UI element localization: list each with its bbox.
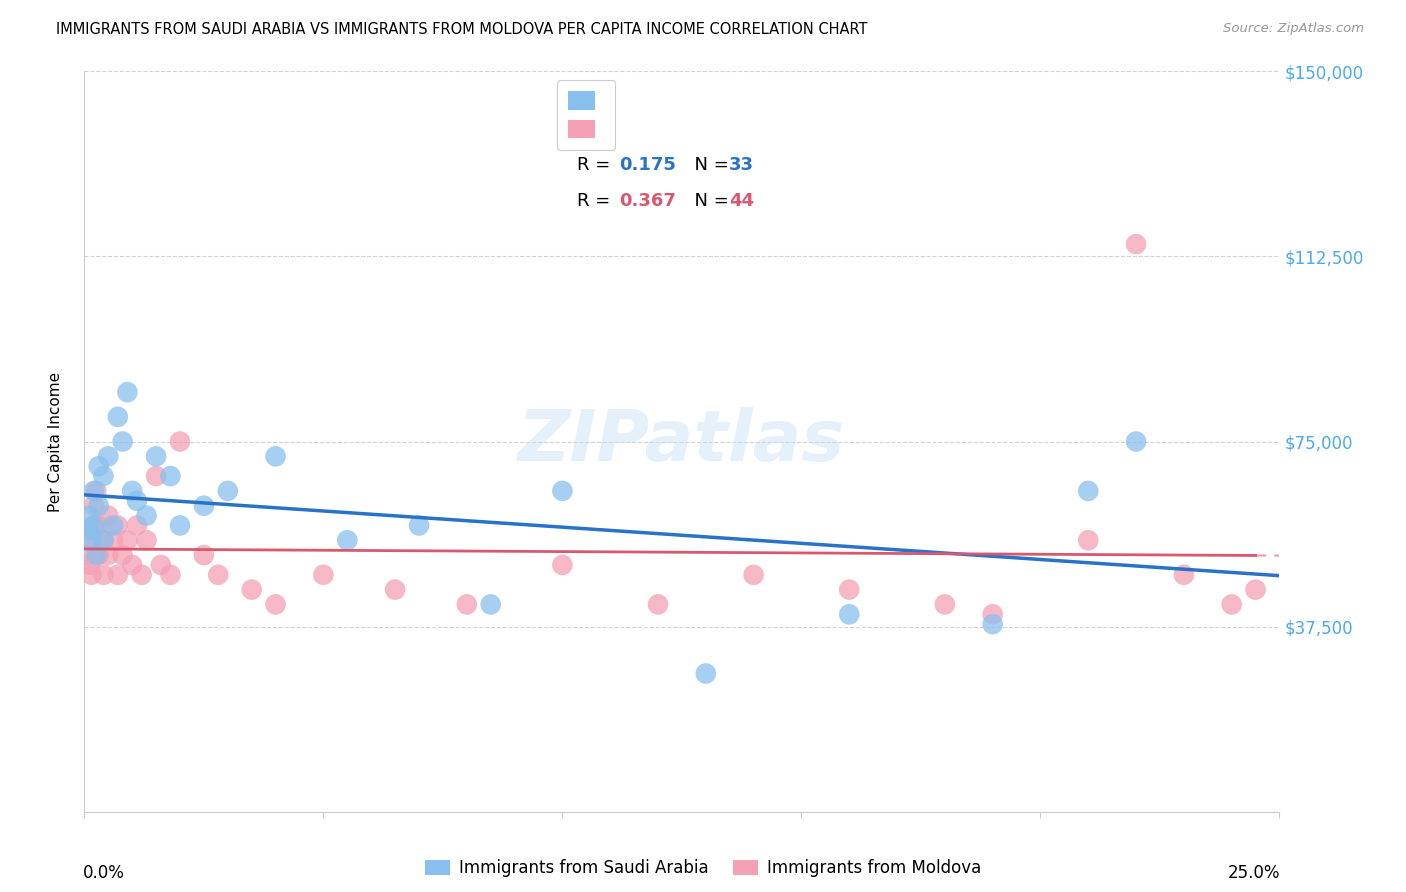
Text: N =: N = bbox=[683, 156, 734, 174]
Text: IMMIGRANTS FROM SAUDI ARABIA VS IMMIGRANTS FROM MOLDOVA PER CAPITA INCOME CORREL: IMMIGRANTS FROM SAUDI ARABIA VS IMMIGRAN… bbox=[56, 22, 868, 37]
Point bbox=[83, 518, 105, 533]
Point bbox=[97, 450, 120, 464]
Point bbox=[264, 598, 287, 612]
Point bbox=[934, 598, 956, 612]
Point bbox=[1125, 434, 1147, 449]
Point bbox=[87, 548, 110, 562]
Point bbox=[76, 548, 98, 562]
Text: R =: R = bbox=[578, 192, 616, 210]
Point bbox=[838, 607, 860, 622]
Point bbox=[384, 582, 406, 597]
Point bbox=[408, 518, 430, 533]
Point bbox=[83, 499, 105, 513]
Text: 33: 33 bbox=[730, 156, 754, 174]
Point bbox=[1220, 598, 1243, 612]
Point bbox=[838, 582, 860, 597]
Point bbox=[981, 607, 1004, 622]
Point bbox=[159, 567, 181, 582]
Point bbox=[117, 533, 139, 548]
Point bbox=[207, 567, 229, 582]
Point bbox=[479, 598, 502, 612]
Point bbox=[83, 483, 105, 498]
Point bbox=[169, 518, 191, 533]
Text: N =: N = bbox=[683, 192, 734, 210]
Point bbox=[456, 598, 478, 612]
Point bbox=[121, 558, 143, 572]
Point bbox=[159, 469, 181, 483]
Text: ZIPatlas: ZIPatlas bbox=[519, 407, 845, 476]
Point bbox=[107, 567, 129, 582]
Legend: , : , bbox=[557, 80, 616, 150]
Point bbox=[1125, 237, 1147, 252]
Point bbox=[87, 499, 110, 513]
Point bbox=[312, 567, 335, 582]
Point bbox=[107, 518, 129, 533]
Point bbox=[97, 548, 120, 562]
Point bbox=[97, 508, 120, 523]
Point bbox=[145, 450, 167, 464]
Point bbox=[149, 558, 172, 572]
Point bbox=[240, 582, 263, 597]
Point bbox=[111, 434, 134, 449]
Point bbox=[93, 533, 115, 548]
Text: R =: R = bbox=[578, 156, 616, 174]
Point bbox=[80, 567, 103, 582]
Point bbox=[336, 533, 359, 548]
Point bbox=[217, 483, 239, 498]
Point bbox=[135, 508, 157, 523]
Point bbox=[551, 483, 574, 498]
Point bbox=[77, 508, 100, 523]
Point bbox=[193, 499, 215, 513]
Point bbox=[647, 598, 669, 612]
Point bbox=[551, 558, 574, 572]
Point bbox=[111, 548, 134, 562]
Point bbox=[121, 483, 143, 498]
Text: 44: 44 bbox=[730, 192, 754, 210]
Y-axis label: Per Capita Income: Per Capita Income bbox=[48, 371, 63, 512]
Point bbox=[125, 518, 148, 533]
Legend: Immigrants from Saudi Arabia, Immigrants from Moldova: Immigrants from Saudi Arabia, Immigrants… bbox=[419, 853, 987, 884]
Point bbox=[193, 548, 215, 562]
Point bbox=[83, 518, 105, 533]
Point bbox=[77, 533, 100, 548]
Text: Source: ZipAtlas.com: Source: ZipAtlas.com bbox=[1223, 22, 1364, 36]
Point bbox=[107, 409, 129, 424]
Point bbox=[1244, 582, 1267, 597]
Point bbox=[77, 524, 100, 538]
Point bbox=[101, 518, 124, 533]
Point bbox=[86, 483, 108, 498]
Text: 0.367: 0.367 bbox=[619, 192, 676, 210]
Point bbox=[135, 533, 157, 548]
Point bbox=[101, 533, 124, 548]
Point bbox=[86, 548, 108, 562]
Text: 0.175: 0.175 bbox=[619, 156, 676, 174]
Point bbox=[264, 450, 287, 464]
Point bbox=[981, 617, 1004, 632]
Text: 25.0%: 25.0% bbox=[1229, 863, 1281, 881]
Point bbox=[742, 567, 765, 582]
Point bbox=[93, 533, 115, 548]
Point bbox=[1077, 533, 1099, 548]
Point bbox=[169, 434, 191, 449]
Point bbox=[87, 518, 110, 533]
Point bbox=[1077, 483, 1099, 498]
Point bbox=[79, 558, 101, 572]
Point bbox=[1173, 567, 1195, 582]
Point bbox=[117, 385, 139, 400]
Point bbox=[87, 459, 110, 474]
Point bbox=[93, 469, 115, 483]
Point bbox=[145, 469, 167, 483]
Text: 0.0%: 0.0% bbox=[83, 863, 125, 881]
Point bbox=[80, 533, 103, 548]
Point bbox=[125, 493, 148, 508]
Point bbox=[131, 567, 153, 582]
Point bbox=[93, 567, 115, 582]
Point bbox=[695, 666, 717, 681]
